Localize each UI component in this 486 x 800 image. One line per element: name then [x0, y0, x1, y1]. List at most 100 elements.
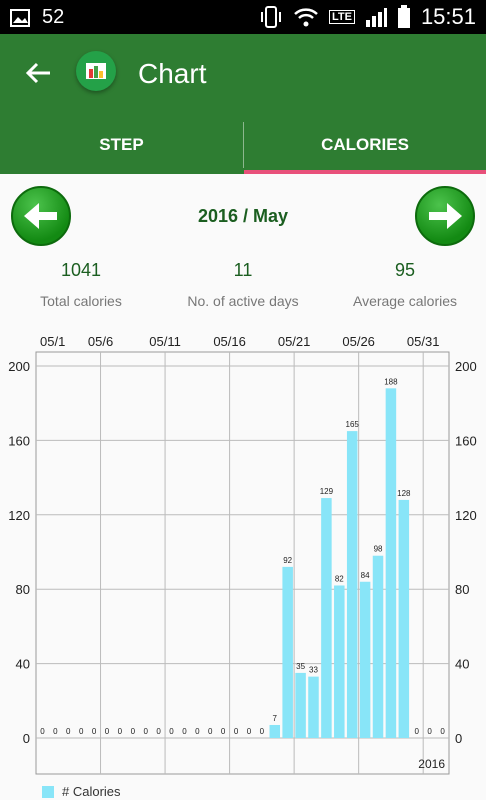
- bar-value-label: 188: [384, 377, 398, 386]
- calorie-bar: [308, 676, 319, 738]
- stat-average-calories: 95 Average calories: [324, 260, 486, 309]
- tab-divider: [243, 122, 244, 168]
- bar-value-label: 0: [92, 727, 97, 736]
- battery-icon: [397, 5, 410, 28]
- x-tick-label: 05/31: [407, 334, 440, 349]
- y-tick-label-left: 120: [8, 508, 30, 523]
- plot-frame: [35, 351, 450, 775]
- lte-icon: LTE: [328, 10, 355, 24]
- bar-value-label: 84: [361, 571, 370, 580]
- calorie-bar: [359, 581, 371, 738]
- calorie-bar: [398, 499, 410, 738]
- y-tick-label-right: 40: [455, 657, 469, 672]
- notification-count: 52: [42, 6, 65, 28]
- legend-label: # Calories: [62, 784, 121, 799]
- bar-value-label: 0: [169, 727, 174, 736]
- stat-active-days: 11 No. of active days: [162, 260, 324, 309]
- bar-value-label: 92: [283, 556, 292, 565]
- calorie-bar: [321, 498, 332, 738]
- bar-value-label: 0: [79, 727, 84, 736]
- x-tick-label: 05/21: [278, 334, 311, 349]
- stat-value: 1041: [60, 260, 102, 280]
- gallery-notification-icon: [10, 8, 30, 27]
- legend-swatch: [42, 785, 54, 798]
- stat-label: No. of active days: [187, 293, 299, 309]
- x-tick-label: 05/26: [342, 334, 375, 349]
- vibrate-icon: [260, 6, 281, 28]
- period-label: 2016 / May: [197, 206, 289, 226]
- bar-value-label: 0: [182, 727, 187, 736]
- x-tick-label: 05/11: [149, 334, 181, 349]
- wifi-icon: [294, 8, 318, 27]
- bar-value-label: 0: [105, 727, 110, 736]
- arrow-right-icon: [429, 203, 462, 229]
- calorie-bar: [269, 724, 281, 738]
- bar-value-label: 0: [415, 727, 420, 736]
- calorie-bar: [282, 566, 293, 738]
- app-logo-icon: [76, 51, 116, 91]
- y-tick-label-right: 200: [455, 359, 477, 374]
- y-tick-label-left: 0: [23, 731, 30, 746]
- bar-value-label: 0: [131, 727, 136, 736]
- y-tick-label-left: 200: [8, 359, 30, 374]
- bar-value-label: 0: [118, 727, 123, 736]
- y-tick-label-right: 0: [455, 731, 462, 746]
- bar-value-label: 0: [440, 727, 445, 736]
- bar-value-label: 0: [66, 727, 71, 736]
- calorie-bar: [385, 388, 397, 738]
- signal-icon: [365, 8, 387, 27]
- bar-value-label: 0: [247, 727, 252, 736]
- next-month-button[interactable]: [415, 186, 475, 246]
- bar-value-label: 0: [234, 727, 239, 736]
- stat-value: 11: [233, 260, 253, 280]
- bar-value-label: 82: [335, 574, 344, 583]
- page-title: Chart: [138, 58, 207, 89]
- bar-value-label: 0: [156, 727, 161, 736]
- stat-value: 95: [394, 260, 416, 280]
- bar-value-label: 0: [208, 727, 213, 736]
- chart-legend: # Calories: [42, 784, 121, 799]
- status-bar: 52 LTE 15:51: [0, 0, 486, 34]
- stat-label: Total calories: [40, 293, 122, 309]
- back-arrow-icon[interactable]: [22, 56, 56, 90]
- bar-value-label: 128: [397, 489, 411, 498]
- y-tick-label-left: 40: [16, 657, 30, 672]
- bar-value-label: 0: [53, 727, 58, 736]
- bar-value-label: 0: [427, 727, 432, 736]
- bar-value-label: 129: [320, 487, 334, 496]
- app-bar: Chart: [0, 34, 486, 116]
- tab-indicator: [244, 170, 486, 174]
- previous-month-button[interactable]: [11, 186, 71, 246]
- x-tick-label: 05/6: [88, 334, 113, 349]
- bar-value-label: 0: [260, 727, 265, 736]
- y-tick-label-right: 80: [455, 582, 469, 597]
- calorie-bar: [334, 585, 345, 738]
- bar-value-label: 98: [374, 545, 383, 554]
- calorie-bar: [346, 431, 358, 738]
- bar-value-label: 0: [40, 727, 45, 736]
- clock: 15:51: [420, 4, 476, 29]
- bar-value-label: 165: [346, 420, 360, 429]
- tab-step[interactable]: STEP: [99, 135, 144, 154]
- bar-value-label: 7: [273, 714, 278, 723]
- y-tick-label-right: 120: [455, 508, 477, 523]
- stat-label: Average calories: [352, 293, 458, 309]
- calorie-bar: [372, 555, 384, 738]
- bar-value-label: 0: [143, 727, 148, 736]
- x-sub-label: 2016: [418, 757, 445, 771]
- y-tick-label-right: 160: [455, 433, 477, 448]
- stat-total-calories: 1041 Total calories: [0, 260, 162, 309]
- bar-value-label: 33: [309, 666, 318, 675]
- calorie-bar: [295, 672, 306, 738]
- arrow-left-icon: [24, 203, 57, 229]
- y-tick-label-left: 160: [8, 433, 30, 448]
- x-tick-label: 05/16: [213, 334, 246, 349]
- tab-bar: STEP CALORIES: [0, 116, 486, 174]
- y-tick-label-left: 80: [16, 582, 30, 597]
- bar-value-label: 35: [296, 662, 305, 671]
- bar-value-label: 0: [221, 727, 226, 736]
- tab-calories[interactable]: CALORIES: [321, 135, 409, 154]
- x-tick-label: 05/1: [40, 334, 65, 349]
- bar-value-label: 0: [195, 727, 200, 736]
